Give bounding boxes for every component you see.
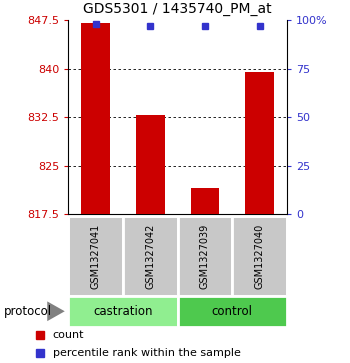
Bar <box>81 23 110 214</box>
Bar <box>136 115 164 214</box>
Bar <box>245 72 274 214</box>
Bar <box>191 188 219 214</box>
Text: GSM1327041: GSM1327041 <box>91 223 100 289</box>
Bar <box>68 296 177 327</box>
Bar <box>123 216 177 296</box>
Text: GSM1327039: GSM1327039 <box>200 223 210 289</box>
Text: percentile rank within the sample: percentile rank within the sample <box>52 348 240 358</box>
Bar <box>177 296 287 327</box>
Text: protocol: protocol <box>4 305 52 318</box>
Text: GSM1327042: GSM1327042 <box>145 223 155 289</box>
Text: count: count <box>52 330 84 340</box>
Polygon shape <box>47 301 65 321</box>
Text: GSM1327040: GSM1327040 <box>255 223 265 289</box>
Bar <box>68 216 123 296</box>
Bar <box>177 216 232 296</box>
Text: control: control <box>212 305 253 318</box>
Title: GDS5301 / 1435740_PM_at: GDS5301 / 1435740_PM_at <box>83 2 272 16</box>
Bar <box>232 216 287 296</box>
Text: castration: castration <box>93 305 153 318</box>
